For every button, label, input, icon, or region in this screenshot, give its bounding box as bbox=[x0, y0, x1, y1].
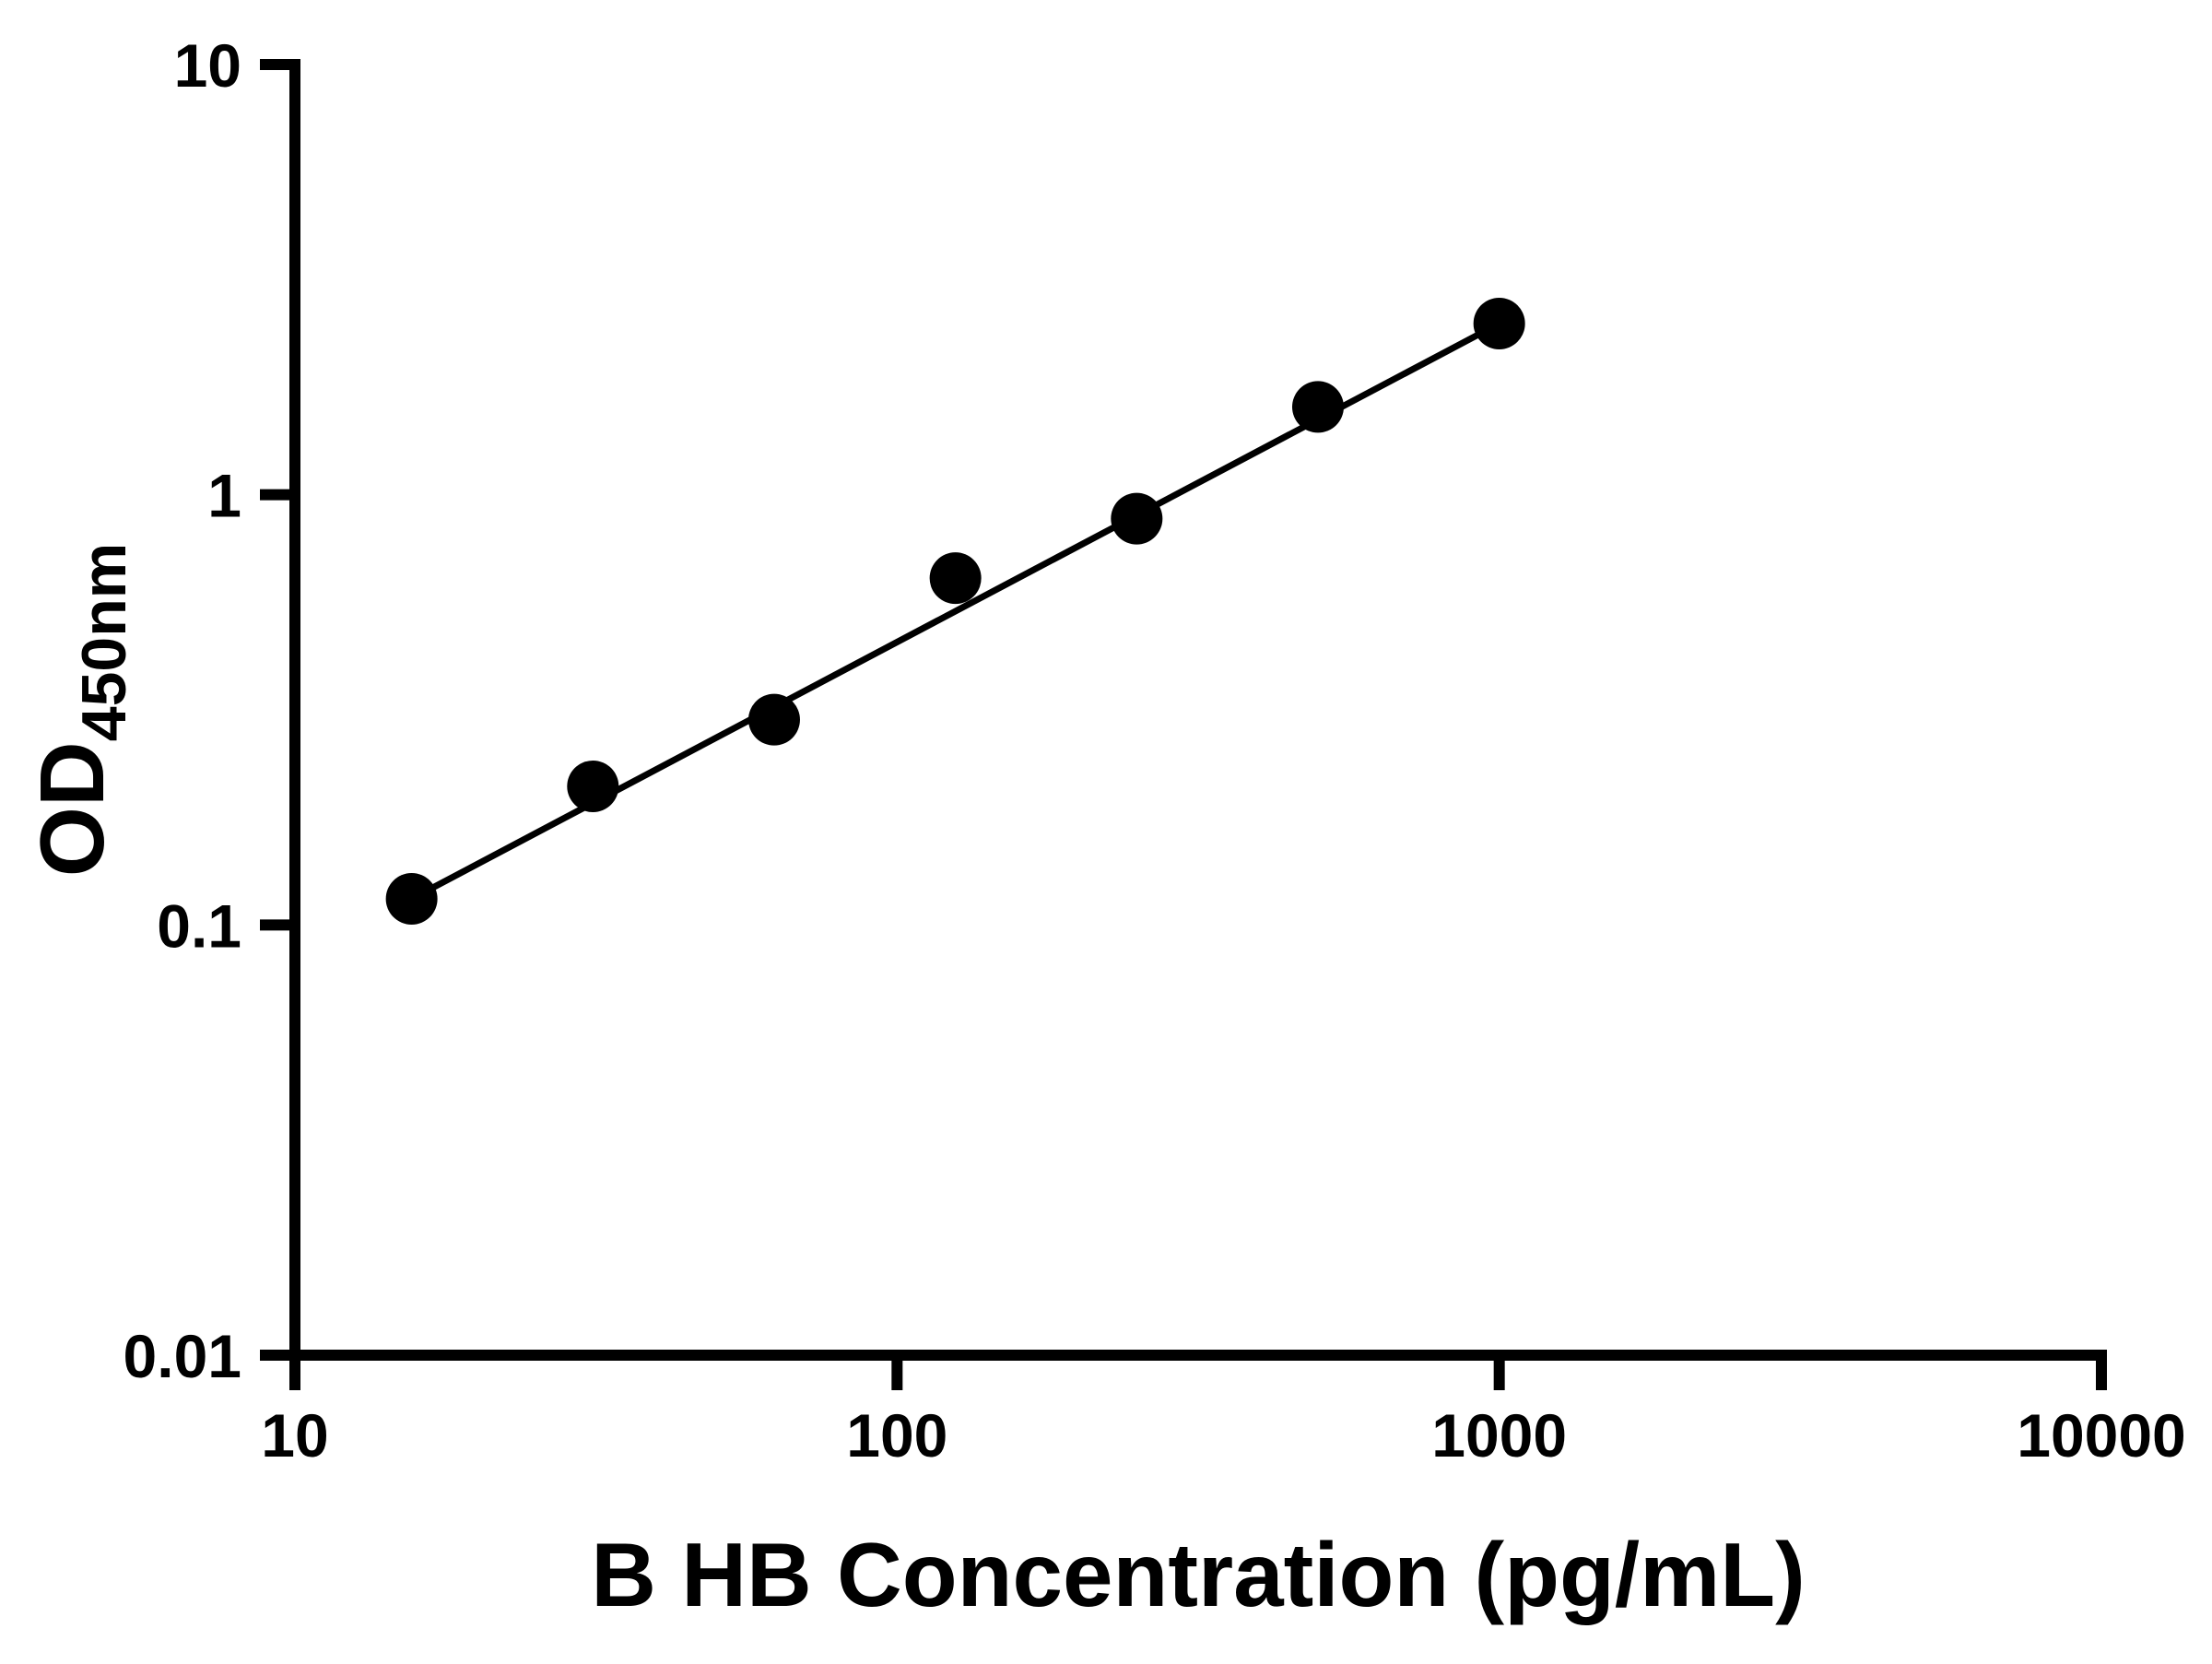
y-axis-title-subscript: 450nm bbox=[69, 543, 139, 741]
y-tick-label: 0.1 bbox=[157, 891, 241, 960]
plot-area: 10 100 1000 10000 0.01 0.1 1 10 bbox=[124, 31, 2186, 1469]
data-point bbox=[929, 552, 982, 605]
data-point bbox=[567, 760, 619, 812]
y-tick-label: 1 bbox=[207, 462, 241, 530]
y-axis-title: OD450nm bbox=[21, 543, 139, 877]
x-tick-label: 10000 bbox=[2017, 1401, 2186, 1469]
y-tick-label: 0.01 bbox=[124, 1322, 241, 1390]
data-point bbox=[385, 873, 438, 926]
x-axis-title: B HB Concentration (pg/mL) bbox=[591, 1524, 1805, 1625]
data-point bbox=[1111, 492, 1163, 545]
y-axis-title-main: OD bbox=[21, 741, 123, 877]
y-tick-label: 10 bbox=[174, 31, 241, 100]
data-point bbox=[747, 693, 800, 746]
x-tick-label: 100 bbox=[846, 1401, 947, 1469]
x-tick-label: 10 bbox=[261, 1401, 328, 1469]
data-point bbox=[1473, 297, 1525, 349]
x-tick-label: 1000 bbox=[1431, 1401, 1567, 1469]
data-point bbox=[1291, 381, 1344, 433]
